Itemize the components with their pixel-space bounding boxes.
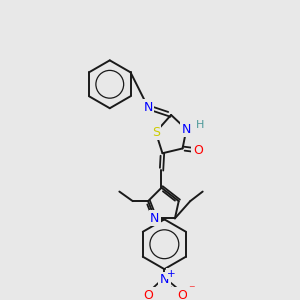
Text: O: O	[178, 289, 188, 300]
Text: N: N	[143, 101, 153, 114]
Text: H: H	[196, 119, 204, 130]
Text: N: N	[182, 123, 191, 136]
Text: ⁻: ⁻	[188, 284, 194, 297]
Text: +: +	[167, 269, 176, 279]
Text: S: S	[152, 126, 160, 139]
Text: N: N	[150, 212, 160, 225]
Text: O: O	[143, 289, 153, 300]
Text: N: N	[160, 273, 169, 286]
Text: O: O	[193, 144, 203, 157]
